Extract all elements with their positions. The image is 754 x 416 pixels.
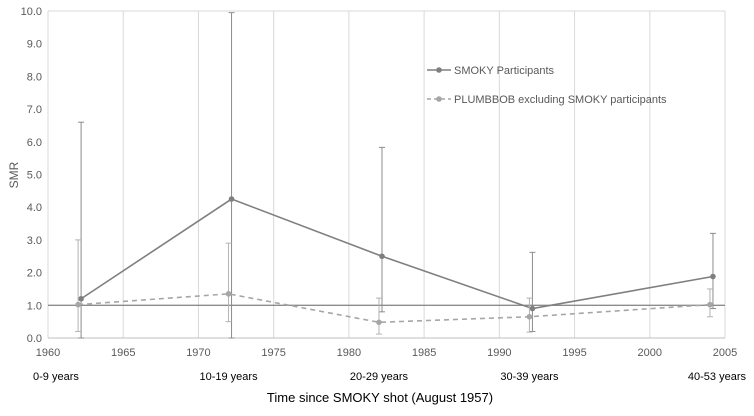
data-point — [225, 291, 232, 297]
y-tick-label: 2.0 — [27, 268, 42, 280]
x-tick-label: 1975 — [261, 347, 285, 359]
y-tick-label: 8.0 — [27, 71, 42, 83]
data-point — [376, 319, 382, 326]
x-tick-label: 1995 — [562, 347, 586, 359]
data-point — [526, 313, 533, 320]
y-tick-label: 1.0 — [27, 300, 42, 312]
vertical-gridlines — [47, 10, 726, 338]
legend-marker-plumbbob — [436, 96, 442, 102]
series-line — [78, 293, 711, 324]
y-tick-label: 9.0 — [27, 39, 42, 51]
legend-label-plumbbob: PLUMBBOB excluding SMOKY participants — [454, 94, 667, 106]
data-point — [228, 196, 235, 202]
category-label: 10-19 years — [199, 371, 258, 383]
category-label: 20-29 years — [350, 371, 409, 383]
x-tick-label: 1970 — [186, 347, 210, 359]
legend-item-plumbbob: PLUMBBOB excluding SMOKY participants — [427, 94, 667, 106]
y-tick-label: 7.0 — [27, 104, 42, 116]
data-point — [707, 301, 713, 308]
series-0 — [78, 12, 716, 339]
y-tick-label: 3.0 — [27, 235, 42, 247]
category-label: 30-39 years — [500, 371, 559, 383]
x-tick-label: 1965 — [111, 347, 135, 359]
x-tick-label: 2000 — [638, 347, 662, 359]
y-tick-labels: 0.0 1.0 2.0 3.0 4.0 5.0 6.0 7.0 8.0 9.0 10.0 — [21, 6, 42, 345]
category-labels: 0-9 years 10-19 years 20-29 years 30-39 yea… — [33, 371, 746, 383]
legend-label-smoky: SMOKY Participants — [454, 65, 555, 77]
data-point — [379, 253, 385, 260]
category-label: 0-9 years — [33, 371, 79, 383]
x-tick-label: 1985 — [412, 347, 436, 359]
y-tick-label: 0.0 — [27, 333, 42, 345]
x-tick-label: 1990 — [487, 347, 511, 359]
y-axis-label: SMR — [7, 161, 21, 188]
y-tick-label: 4.0 — [27, 202, 42, 214]
legend: SMOKY Participants PLUMBBOB excluding SM… — [427, 65, 667, 106]
data-point — [78, 295, 84, 302]
y-tick-label: 6.0 — [27, 137, 42, 149]
x-tick-labels: 1960 1965 1970 1975 1980 1985 1990 1995 2000 2005 — [36, 347, 737, 359]
data-point — [75, 301, 81, 308]
x-axis-label: Time since SMOKY shot (August 1957) — [267, 390, 493, 405]
x-tick-label: 2005 — [713, 347, 737, 359]
y-tick-label: 5.0 — [27, 170, 42, 182]
series-line — [80, 198, 714, 310]
series-layer — [75, 12, 716, 339]
y-tick-label: 10.0 — [21, 6, 42, 18]
legend-marker-smoky — [436, 67, 442, 73]
data-point — [710, 273, 716, 280]
data-point — [529, 305, 536, 312]
x-tick-label: 1980 — [337, 347, 361, 359]
x-tick-label: 1960 — [36, 347, 60, 359]
series-1 — [75, 239, 713, 335]
category-label: 40-53 years — [688, 371, 747, 383]
legend-item-smoky: SMOKY Participants — [427, 65, 555, 77]
